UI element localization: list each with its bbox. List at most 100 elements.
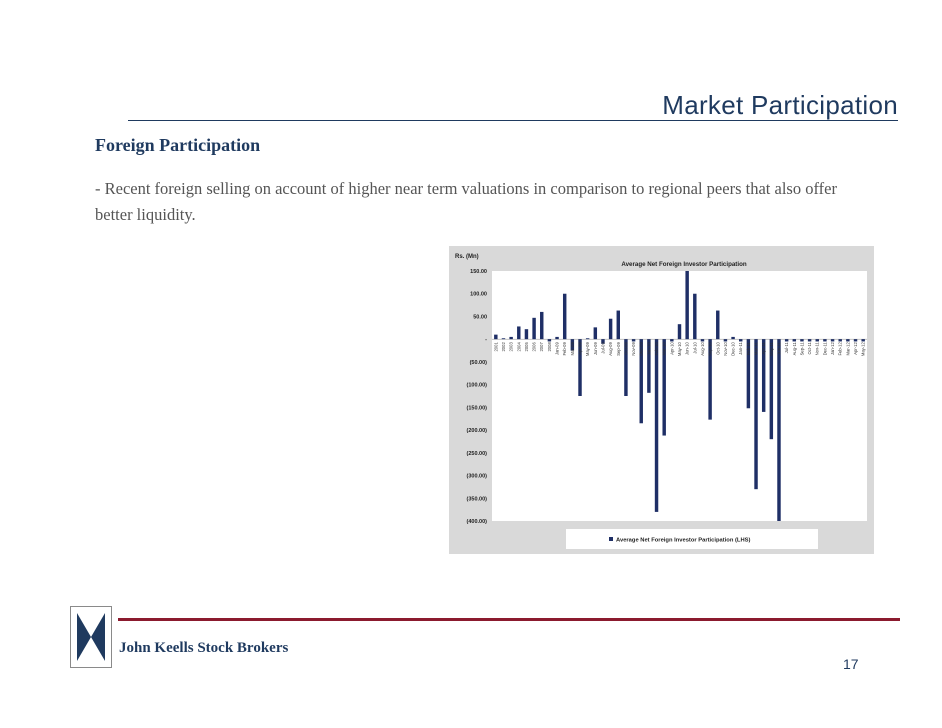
bar <box>501 338 506 340</box>
x-tick-label: 2006 <box>532 342 537 352</box>
x-tick-label: Jul-11 <box>784 342 789 354</box>
x-tick-label: May-09 <box>585 342 590 357</box>
bar <box>846 339 850 342</box>
x-tick-label: Jan-12 <box>830 342 835 355</box>
bar <box>517 326 521 340</box>
x-tick-label: Dec-10 <box>731 342 736 356</box>
bar <box>807 339 812 342</box>
bar <box>693 293 697 340</box>
x-tick-label: Aug-10 <box>700 342 705 356</box>
x-tick-label: Jul-09 <box>600 342 605 354</box>
y-tick-label: (200.00) <box>467 428 488 434</box>
x-tick-label: Mar-10 <box>662 342 667 356</box>
bar <box>509 336 513 340</box>
y-tick-label: - <box>485 337 487 343</box>
bar <box>631 339 636 342</box>
section-heading: Foreign Participation <box>95 135 261 155</box>
bar <box>562 293 567 340</box>
bar <box>524 329 529 340</box>
footer-rule <box>118 618 900 621</box>
y-tick-label: (400.00) <box>467 519 488 525</box>
bar <box>723 339 728 342</box>
x-tick-label: May-10 <box>677 342 682 357</box>
bar <box>654 339 659 512</box>
bar <box>624 339 628 396</box>
x-tick-label: Sep-10 <box>708 342 713 356</box>
bar <box>601 339 605 344</box>
bar <box>700 339 705 342</box>
x-tick-label: Nov-11 <box>815 342 820 356</box>
x-tick-label: Nov-10 <box>723 342 728 356</box>
x-tick-label: Jan-09 <box>555 342 560 355</box>
x-tick-label: Apr-12 <box>853 342 858 355</box>
x-tick-label: 2003 <box>509 342 514 352</box>
x-tick-label: Mar-09 <box>570 342 575 356</box>
bar <box>777 339 781 521</box>
bar <box>547 339 552 342</box>
x-tick-label: 2007 <box>539 342 544 352</box>
legend-box <box>566 529 818 549</box>
x-tick-label: Feb-11 <box>746 342 751 356</box>
page-number: 17 <box>843 656 859 672</box>
x-tick-label: Apr-10 <box>669 342 674 355</box>
x-tick-label: 2001 <box>493 342 498 352</box>
bar <box>761 339 766 412</box>
x-tick-label: Sep-11 <box>799 342 804 356</box>
x-tick-label: Aug-11 <box>792 342 797 356</box>
x-tick-label: Jan-10 <box>646 342 651 355</box>
y-tick-label: (250.00) <box>467 451 488 457</box>
legend-swatch <box>609 537 613 541</box>
bar <box>616 310 620 340</box>
body-paragraph: - Recent foreign selling on account of h… <box>95 179 837 224</box>
y-axis-label: Rs. (Mn) <box>455 254 479 260</box>
bar <box>716 310 720 340</box>
x-tick-label: 2004 <box>516 342 521 352</box>
x-tick-label: May-12 <box>861 342 866 357</box>
logo-icon <box>72 608 110 666</box>
y-tick-label: 150.00 <box>470 269 487 275</box>
x-tick-label: Feb-10 <box>654 342 659 356</box>
bar <box>784 339 789 342</box>
x-tick-label: 2005 <box>524 342 529 352</box>
bar-chart: Rs. (Mn) Average Net Foreign Investor Par… <box>455 254 867 549</box>
x-tick-label: Feb-09 <box>562 342 567 356</box>
bar <box>861 339 865 342</box>
company-logo <box>70 606 112 668</box>
x-tick-label: Jul-10 <box>692 342 697 354</box>
y-tick-label: (150.00) <box>467 405 488 411</box>
chart-title: Average Net Foreign Investor Participati… <box>621 261 746 268</box>
bar <box>670 339 674 342</box>
x-tick-label: Feb-12 <box>838 342 843 356</box>
y-tick-label: 100.00 <box>470 292 487 298</box>
bar <box>593 327 598 340</box>
x-tick-label: Sep-09 <box>616 342 621 356</box>
x-tick-label: Mar-12 <box>845 342 850 356</box>
legend-label: Average Net Foreign Investor Participati… <box>616 538 750 544</box>
x-tick-label: May-11 <box>769 342 774 356</box>
y-tick-label: (300.00) <box>467 474 488 480</box>
bar <box>540 311 544 340</box>
bar <box>853 339 858 342</box>
bar <box>685 271 689 340</box>
x-tick-label: Jun-10 <box>685 342 690 355</box>
y-tick-label: (50.00) <box>470 360 488 366</box>
bar <box>708 339 712 420</box>
bar <box>754 339 758 490</box>
bar <box>800 339 804 342</box>
x-tick-label: Oct-09 <box>623 342 628 355</box>
chart-container: Rs. (Mn) Average Net Foreign Investor Par… <box>449 246 874 554</box>
bar <box>532 317 536 340</box>
x-tick-label: Oct-10 <box>715 342 720 355</box>
bar <box>494 334 498 340</box>
bar <box>647 339 651 393</box>
bar <box>639 339 643 424</box>
x-tick-label: 2002 <box>501 342 506 352</box>
x-tick-label: Nov-09 <box>631 342 636 356</box>
y-tick-label: 50.00 <box>473 314 487 320</box>
bar <box>739 339 743 342</box>
bar <box>555 336 559 340</box>
x-tick-label: Aug-09 <box>608 342 613 356</box>
title-rule <box>128 120 898 121</box>
bar <box>570 339 575 351</box>
x-tick-label: Dec-09 <box>639 342 644 356</box>
